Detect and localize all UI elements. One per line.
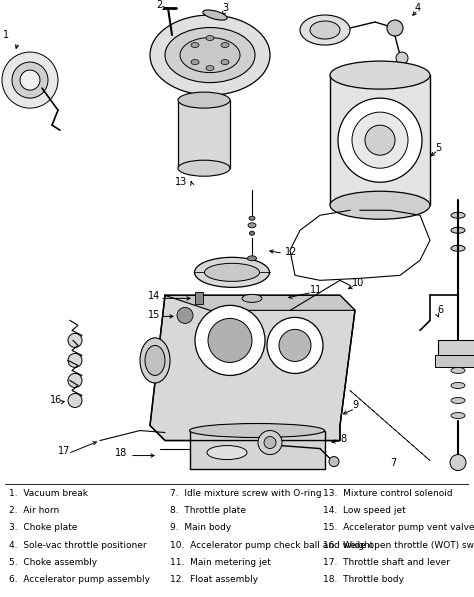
- Ellipse shape: [451, 413, 465, 418]
- Polygon shape: [165, 296, 355, 310]
- Text: 13.  Mixture control solenoid: 13. Mixture control solenoid: [323, 489, 453, 498]
- Text: 2: 2: [156, 0, 162, 10]
- Ellipse shape: [150, 15, 270, 95]
- Bar: [438, 340, 474, 358]
- Circle shape: [264, 436, 276, 448]
- Bar: [190, 430, 325, 469]
- Text: 15: 15: [148, 310, 160, 321]
- Ellipse shape: [451, 213, 465, 219]
- Text: 6.  Accelerator pump assembly: 6. Accelerator pump assembly: [9, 575, 150, 584]
- Circle shape: [12, 62, 48, 98]
- Ellipse shape: [191, 42, 199, 48]
- Ellipse shape: [203, 10, 227, 20]
- Ellipse shape: [330, 61, 430, 89]
- Ellipse shape: [451, 398, 465, 404]
- Ellipse shape: [190, 423, 325, 438]
- Text: 2.  Air horn: 2. Air horn: [9, 506, 60, 515]
- Text: 4.  Sole-vac throttle positioner: 4. Sole-vac throttle positioner: [9, 540, 147, 550]
- Text: 11.  Main metering jet: 11. Main metering jet: [170, 558, 271, 567]
- Circle shape: [258, 430, 282, 454]
- Bar: [435, 355, 474, 367]
- Circle shape: [195, 306, 265, 376]
- Ellipse shape: [249, 216, 255, 220]
- Circle shape: [387, 20, 403, 36]
- Text: 17: 17: [58, 445, 70, 456]
- Text: 10: 10: [352, 278, 364, 288]
- Text: 13: 13: [175, 177, 187, 187]
- Bar: [330, 75, 430, 205]
- Circle shape: [68, 333, 82, 347]
- Ellipse shape: [140, 338, 170, 383]
- Ellipse shape: [300, 15, 350, 45]
- Ellipse shape: [451, 227, 465, 233]
- Ellipse shape: [178, 160, 230, 176]
- Ellipse shape: [180, 38, 240, 73]
- Text: 18.  Throttle body: 18. Throttle body: [323, 575, 404, 584]
- Ellipse shape: [330, 191, 430, 219]
- Text: 12.  Float assembly: 12. Float assembly: [170, 575, 258, 584]
- Ellipse shape: [206, 66, 214, 70]
- Text: 7: 7: [390, 457, 396, 467]
- Circle shape: [68, 353, 82, 367]
- Circle shape: [396, 52, 408, 64]
- Text: 9: 9: [352, 401, 358, 411]
- Circle shape: [450, 454, 466, 470]
- Circle shape: [338, 98, 422, 182]
- Text: 14.  Low speed jet: 14. Low speed jet: [323, 506, 406, 515]
- Circle shape: [2, 52, 58, 108]
- Ellipse shape: [191, 60, 199, 64]
- Ellipse shape: [194, 257, 270, 287]
- Text: 1.  Vacuum break: 1. Vacuum break: [9, 489, 88, 498]
- Circle shape: [329, 457, 339, 467]
- Circle shape: [267, 318, 323, 374]
- Text: 9.  Main body: 9. Main body: [170, 523, 231, 533]
- Text: 11: 11: [310, 285, 322, 296]
- Circle shape: [352, 112, 408, 168]
- Text: 12: 12: [285, 247, 297, 257]
- Circle shape: [208, 318, 252, 362]
- Polygon shape: [150, 296, 355, 441]
- Bar: [195, 293, 203, 304]
- Circle shape: [68, 374, 82, 387]
- Ellipse shape: [249, 231, 255, 235]
- Text: 8: 8: [340, 433, 346, 444]
- Ellipse shape: [178, 92, 230, 108]
- Text: 10.  Accelerator pump check ball and weight: 10. Accelerator pump check ball and weig…: [170, 540, 373, 550]
- Text: 17.  Throttle shaft and lever: 17. Throttle shaft and lever: [323, 558, 450, 567]
- Ellipse shape: [165, 27, 255, 82]
- Text: 5.  Choke assembly: 5. Choke assembly: [9, 558, 98, 567]
- Ellipse shape: [204, 263, 259, 281]
- Circle shape: [68, 393, 82, 408]
- Circle shape: [20, 70, 40, 90]
- Text: 8.  Throttle plate: 8. Throttle plate: [170, 506, 246, 515]
- Ellipse shape: [451, 245, 465, 251]
- Ellipse shape: [206, 36, 214, 41]
- Ellipse shape: [310, 21, 340, 39]
- Text: 18: 18: [115, 448, 127, 457]
- Ellipse shape: [451, 383, 465, 389]
- Text: 7.  Idle mixture screw with O-ring: 7. Idle mixture screw with O-ring: [170, 489, 321, 498]
- Circle shape: [365, 125, 395, 155]
- Ellipse shape: [451, 367, 465, 374]
- Ellipse shape: [207, 445, 247, 460]
- Text: 16: 16: [50, 395, 62, 405]
- Ellipse shape: [242, 294, 262, 302]
- Text: 15.  Accelerator pump vent valve: 15. Accelerator pump vent valve: [323, 523, 474, 533]
- Ellipse shape: [247, 256, 256, 261]
- Ellipse shape: [221, 42, 229, 48]
- Text: 6: 6: [437, 306, 443, 315]
- Ellipse shape: [145, 346, 165, 376]
- Text: 14: 14: [148, 291, 160, 301]
- Ellipse shape: [221, 60, 229, 64]
- Text: 3: 3: [222, 3, 228, 13]
- Text: 5: 5: [435, 143, 441, 153]
- Text: 16.  Wide open throttle (WOT) switch: 16. Wide open throttle (WOT) switch: [323, 540, 474, 550]
- Text: 4: 4: [415, 3, 421, 13]
- Text: 3.  Choke plate: 3. Choke plate: [9, 523, 78, 533]
- Ellipse shape: [248, 223, 256, 228]
- Text: 1: 1: [3, 30, 9, 40]
- Circle shape: [279, 330, 311, 361]
- Circle shape: [177, 307, 193, 324]
- Bar: [178, 100, 230, 168]
